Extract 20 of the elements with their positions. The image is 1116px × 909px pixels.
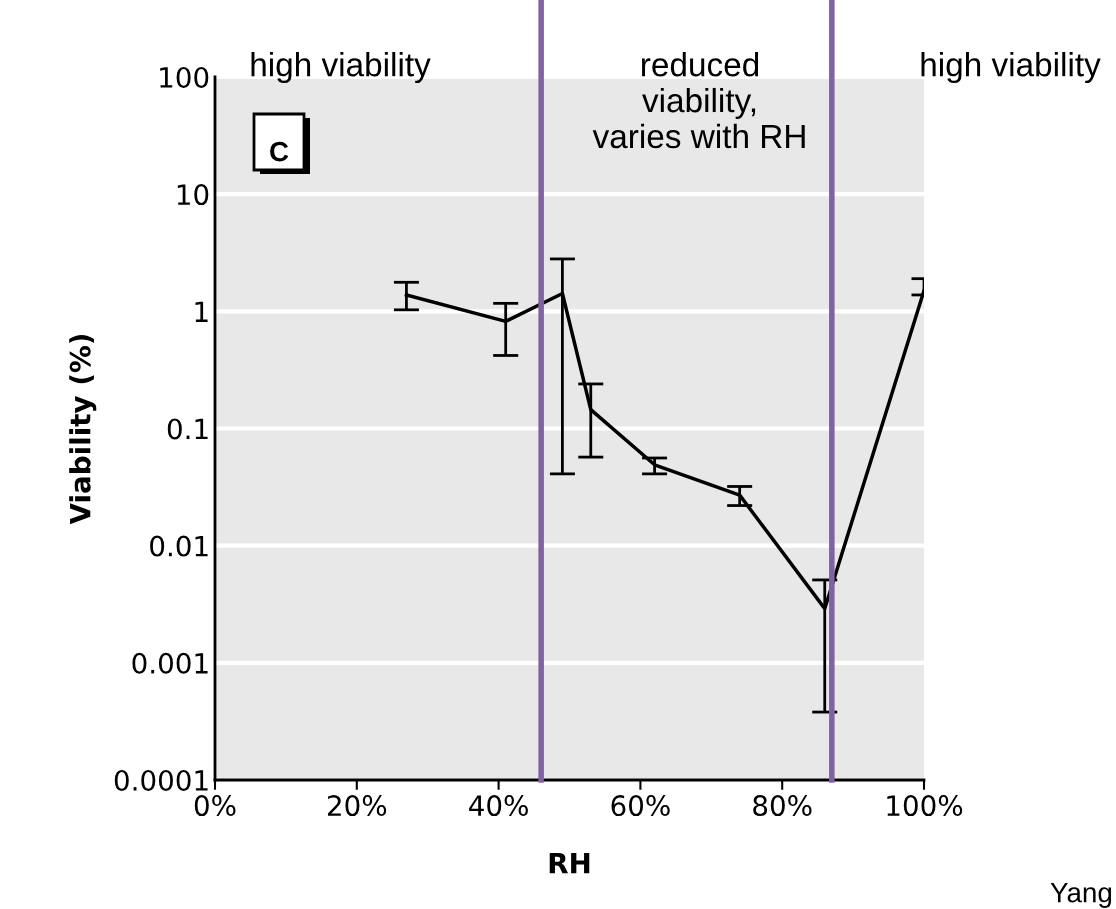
annotation: C — [270, 141, 289, 162]
y-tick-label: 100 — [160, 66, 209, 88]
y-tick-label: 1 — [195, 301, 208, 322]
x-tick-label: 20% — [327, 795, 387, 817]
y-tick-label: 0.0001 — [114, 769, 208, 791]
annotation: high viability — [921, 52, 1101, 84]
text: Yang — [1050, 883, 1112, 908]
y-tick-label: 10 — [177, 184, 209, 206]
x-tick-label: 40% — [469, 795, 528, 817]
annotation: high viability — [251, 52, 431, 84]
annotation: reduced viability, varies with RH — [592, 52, 805, 149]
x-tick-label: 60% — [611, 795, 670, 817]
y-axis-title: Viability (%) — [69, 334, 97, 525]
x-tick-label: 100% — [887, 795, 963, 817]
x-axis-title: RH — [549, 852, 590, 874]
x-tick-label: 80% — [753, 795, 812, 817]
y-tick-label: 0.01 — [150, 535, 208, 557]
y-tick-label: 0.1 — [167, 418, 208, 440]
y-tick-label: 0.001 — [132, 652, 208, 674]
x-tick-label: 0% — [194, 795, 236, 817]
